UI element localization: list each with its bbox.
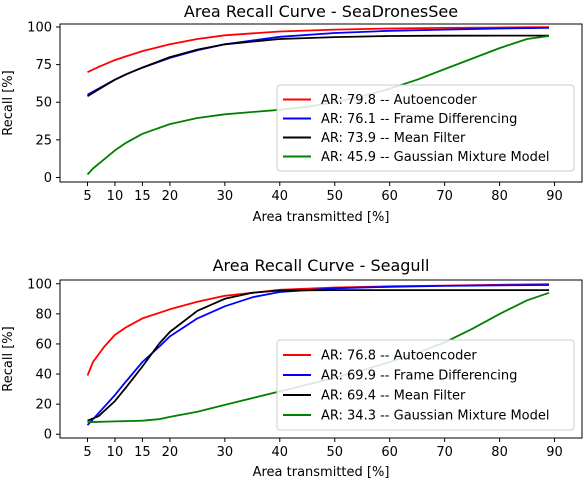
- y-tick-label: 40: [35, 368, 52, 383]
- legend-entry: AR: 34.3 -- Gaussian Mixture Model: [321, 409, 549, 424]
- x-tick-label: 5: [83, 189, 91, 204]
- chart-seadronessee: Area Recall Curve - SeaDronesSee 5 10 15 20 3…: [1, 2, 583, 225]
- y-tick-label: 75: [35, 58, 52, 73]
- x-tick-label: 30: [217, 445, 234, 460]
- y-tick-label: 60: [35, 337, 52, 352]
- x-tick-label: 20: [162, 189, 179, 204]
- x-axis-label: Area transmitted [%]: [253, 210, 390, 225]
- y-tick-label: 0: [44, 428, 52, 443]
- y-tick-label: 100: [27, 277, 52, 292]
- x-tick-label: 60: [381, 445, 398, 460]
- plot-frame: [59, 23, 583, 183]
- legend-box: [276, 339, 575, 431]
- legend-entry: AR: 76.1 -- Frame Differencing: [321, 112, 517, 127]
- legend-entry: AR: 45.9 -- Gaussian Mixture Model: [321, 150, 549, 165]
- legend-entry: AR: 73.9 -- Mean Filter: [321, 131, 466, 146]
- x-tick-label: 70: [436, 189, 453, 204]
- x-tick-label: 10: [107, 189, 124, 204]
- legend-entry: AR: 69.4 -- Mean Filter: [321, 389, 466, 404]
- legend-entry: AR: 76.8 -- Autoencoder: [321, 349, 477, 364]
- y-tick-label: 80: [35, 307, 52, 322]
- series-line-0: [87, 26, 550, 74]
- x-tick-label: 90: [546, 445, 563, 460]
- y-tick-label: 100: [27, 21, 52, 36]
- x-tick-label: 10: [107, 445, 124, 460]
- legend: AR: 76.8 -- Autoencoder AR: 69.9 -- Frame…: [276, 339, 575, 431]
- chart-title: Area Recall Curve - Seagull: [213, 256, 430, 275]
- y-axis-label: Recall [%]: [1, 326, 16, 391]
- legend-entry: AR: 69.9 -- Frame Differencing: [321, 369, 517, 384]
- x-tick-label: 5: [83, 445, 91, 460]
- y-tick-label: 25: [35, 133, 52, 148]
- x-tick-label: 60: [381, 189, 398, 204]
- x-tick-label: 80: [491, 445, 508, 460]
- x-tick-label: 30: [217, 189, 234, 204]
- x-axis-label: Area transmitted [%]: [253, 465, 390, 480]
- y-axis-label: Recall [%]: [1, 70, 16, 135]
- x-tick-label: 15: [134, 189, 151, 204]
- x-tick-label: 20: [162, 445, 179, 460]
- x-tick-label: 40: [272, 189, 289, 204]
- x-tick-label: 50: [326, 189, 343, 204]
- y-tick-label: 20: [35, 398, 52, 413]
- chart-seagull: Area Recall Curve - Seagull 5 10 15 20 30 40 50…: [1, 256, 583, 480]
- x-tick-label: 80: [491, 189, 508, 204]
- series-line-2: [87, 289, 549, 422]
- y-tick-label: 50: [35, 96, 52, 111]
- x-tick-label: 50: [326, 445, 343, 460]
- x-tick-label: 15: [134, 445, 151, 460]
- x-tick-label: 90: [546, 189, 563, 204]
- chart-title: Area Recall Curve - SeaDronesSee: [184, 2, 458, 21]
- plot-frame: [59, 279, 583, 439]
- legend-entry: AR: 79.8 -- Autoencoder: [321, 93, 477, 108]
- series-line-1: [86, 284, 550, 426]
- x-tick-label: 70: [436, 445, 453, 460]
- series-line-2: [87, 34, 549, 97]
- x-tick-label: 40: [272, 445, 289, 460]
- legend: AR: 79.8 -- Autoencoder AR: 76.1 -- Frame…: [276, 84, 575, 172]
- y-tick-label: 0: [44, 171, 52, 186]
- legend-box: [276, 84, 575, 172]
